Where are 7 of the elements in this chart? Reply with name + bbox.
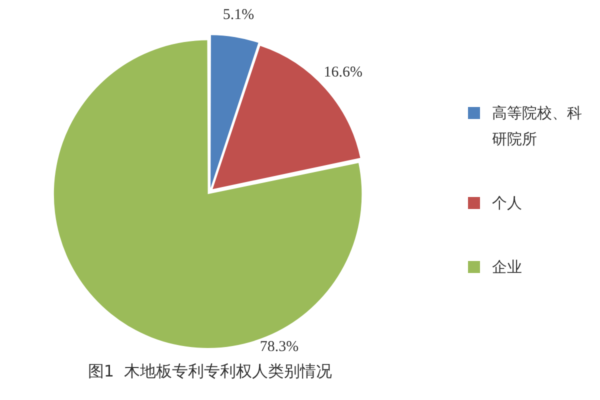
data-label: 16.6%: [324, 64, 362, 81]
legend-label: 高等院校、科研院所: [492, 103, 583, 150]
data-label: 78.3%: [260, 339, 299, 356]
legend-label: 企业: [492, 257, 522, 278]
data-label: 5.1%: [222, 7, 254, 24]
legend-label: 个人: [492, 193, 522, 214]
text: 图1 木地板专利专利权人类别情况: [88, 362, 332, 381]
